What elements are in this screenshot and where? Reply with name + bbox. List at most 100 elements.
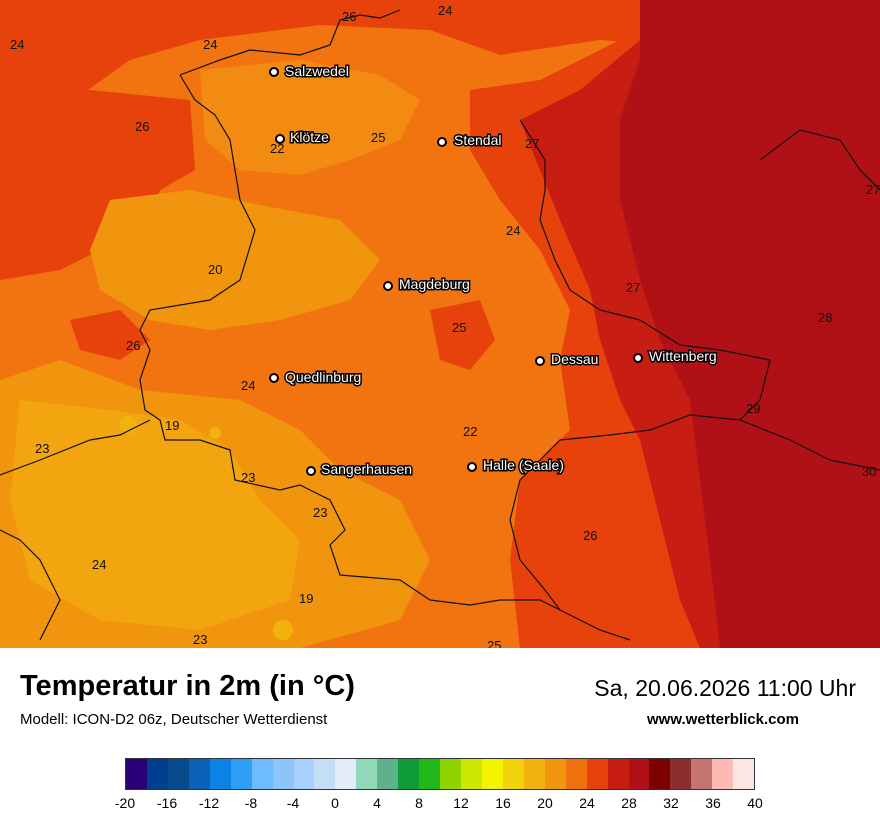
city-salzwedel[interactable]: Salzwedel bbox=[269, 62, 350, 81]
city-kloetze[interactable]: Klötze bbox=[275, 128, 331, 147]
legend-swatch bbox=[565, 759, 587, 789]
legend-tick-label: 24 bbox=[579, 795, 595, 811]
temp-label: 26 bbox=[342, 9, 356, 24]
legend-tick-label: 16 bbox=[495, 795, 511, 811]
city-marker-icon bbox=[437, 137, 447, 147]
temp-label: 26 bbox=[126, 338, 140, 353]
city-label: Dessau bbox=[551, 351, 598, 367]
legend-swatch bbox=[712, 759, 734, 789]
temp-label: 27 bbox=[525, 136, 539, 151]
temp-label: 30 bbox=[862, 464, 876, 479]
legend-swatch bbox=[733, 759, 755, 789]
border-line-east bbox=[509, 119, 771, 611]
city-sangerhausen[interactable]: Sangerhausen bbox=[306, 460, 414, 479]
legend-swatch bbox=[230, 759, 252, 789]
legend-swatch bbox=[523, 759, 545, 789]
city-label: Sangerhausen bbox=[321, 461, 412, 477]
temperature-field-30-east bbox=[620, 0, 880, 648]
temp-label: 24 bbox=[92, 557, 106, 572]
border-line-north bbox=[179, 9, 401, 76]
city-marker-icon bbox=[269, 373, 279, 383]
city-label: Quedlinburg bbox=[285, 369, 361, 385]
temperature-patch-26-west bbox=[70, 310, 150, 360]
model-subtitle: Modell: ICON-D2 06z, Deutscher Wetterdie… bbox=[20, 711, 328, 728]
temp-label: 29 bbox=[746, 401, 760, 416]
city-quedlinburg[interactable]: Quedlinburg bbox=[269, 368, 363, 387]
city-label: Stendal bbox=[454, 132, 501, 148]
city-wittenberg[interactable]: Wittenberg bbox=[633, 347, 718, 366]
legend-tick-label: 36 bbox=[705, 795, 721, 811]
website-link[interactable]: www.wetterblick.com bbox=[647, 711, 799, 728]
temp-label: 24 bbox=[506, 223, 520, 238]
map-canvas: 26 24 24 24 26 22 25 27 27 24 20 27 28 2… bbox=[0, 0, 880, 653]
legend-swatch bbox=[691, 759, 713, 789]
city-marker-icon bbox=[383, 281, 393, 291]
legend-swatch bbox=[188, 759, 210, 789]
legend-swatch bbox=[251, 759, 273, 789]
city-magdeburg[interactable]: Magdeburg bbox=[383, 275, 471, 294]
temp-label: 23 bbox=[35, 441, 49, 456]
legend-swatch bbox=[167, 759, 189, 789]
temp-label: 24 bbox=[438, 3, 452, 18]
temp-label: 25 bbox=[487, 638, 501, 648]
legend-swatch bbox=[126, 759, 147, 789]
border-line-far-southwest bbox=[0, 529, 61, 641]
city-label: Klötze bbox=[290, 129, 329, 145]
border-line-northeast bbox=[759, 129, 880, 191]
legend-tick-label: -12 bbox=[198, 795, 220, 811]
legend-swatch bbox=[146, 759, 168, 789]
forecast-datetime: Sa, 20.06.2026 11:00 Uhr bbox=[594, 675, 856, 701]
legend-swatch bbox=[670, 759, 692, 789]
city-halle-saale[interactable]: Halle (Saale) bbox=[467, 456, 565, 475]
temperature-field-24-north bbox=[200, 60, 420, 175]
legend-tick-label: 28 bbox=[621, 795, 637, 811]
border-line-southwest bbox=[0, 419, 151, 476]
legend-tick-label: -16 bbox=[156, 795, 178, 811]
legend-swatch bbox=[356, 759, 378, 789]
city-dessau[interactable]: Dessau bbox=[535, 350, 600, 369]
legend-tick-label: 32 bbox=[663, 795, 679, 811]
legend-tick-label: 8 bbox=[415, 795, 423, 811]
temperature-map: 26 24 24 24 26 22 25 27 27 24 20 27 28 2… bbox=[0, 0, 880, 653]
legend-tick-label: 12 bbox=[453, 795, 469, 811]
map-title: Temperatur in 2m (in °C) bbox=[20, 670, 355, 702]
legend-swatch bbox=[440, 759, 461, 789]
map-footer: Temperatur in 2m (in °C) Modell: ICON-D2… bbox=[0, 648, 880, 830]
temperature-patch-19b bbox=[209, 427, 221, 439]
legend-tick-label: -4 bbox=[286, 795, 300, 811]
city-marker-icon bbox=[633, 353, 643, 363]
city-label: Wittenberg bbox=[649, 348, 717, 364]
temperature-field-19-southwest bbox=[10, 400, 300, 630]
legend-swatch bbox=[377, 759, 399, 789]
border-line-west-south bbox=[139, 74, 631, 641]
legend-tick-label: 20 bbox=[537, 795, 553, 811]
temp-label: 24 bbox=[396, 463, 410, 478]
temperature-patch-19c bbox=[273, 620, 293, 640]
legend-swatch bbox=[649, 759, 671, 789]
temp-label: 25 bbox=[371, 130, 385, 145]
color-legend bbox=[125, 758, 755, 790]
temp-label: 25 bbox=[452, 320, 466, 335]
legend-tick-label: 0 bbox=[331, 795, 339, 811]
city-label: Halle (Saale) bbox=[483, 457, 564, 473]
temperature-labels: 26 24 24 24 26 22 25 27 27 24 20 27 28 2… bbox=[10, 3, 880, 653]
city-stendal[interactable]: Stendal bbox=[437, 131, 503, 150]
temp-label: 24 bbox=[203, 37, 217, 52]
temp-label: 23 bbox=[241, 470, 255, 485]
temp-label: 26 bbox=[135, 119, 149, 134]
legend-swatch bbox=[544, 759, 566, 789]
legend-swatch bbox=[586, 759, 608, 789]
legend-ticks: -20 -16 -12 -8 -4 0 4 8 12 16 20 24 28 32 36 40 bbox=[115, 795, 763, 815]
legend-tick-label: -20 bbox=[114, 795, 136, 811]
temp-label: 19 bbox=[299, 591, 313, 606]
temperature-patch-25 bbox=[430, 300, 495, 370]
legend-swatch bbox=[209, 759, 231, 789]
city-marker-icon bbox=[535, 356, 545, 366]
city-marker-icon bbox=[306, 466, 316, 476]
city-label: Magdeburg bbox=[399, 276, 470, 292]
legend-swatch bbox=[481, 759, 503, 789]
legend-tick-label: -8 bbox=[244, 795, 258, 811]
city-marker-icon bbox=[275, 134, 285, 144]
border-line-east-2 bbox=[739, 419, 880, 471]
legend-swatch bbox=[628, 759, 650, 789]
